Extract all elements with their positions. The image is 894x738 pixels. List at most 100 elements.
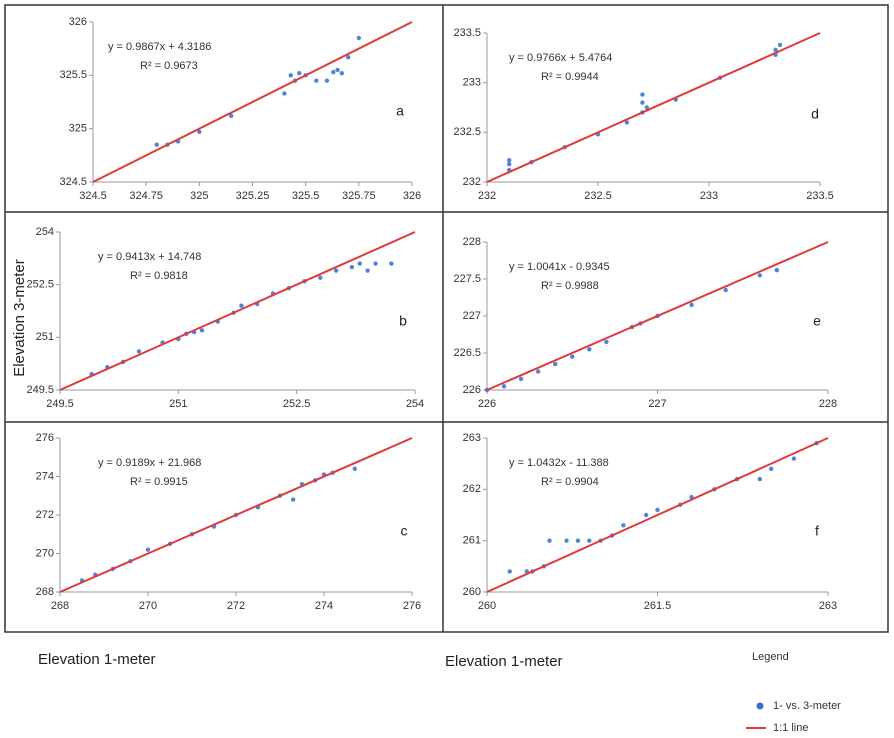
y-tick-label: 260 <box>463 586 481 598</box>
point <box>346 55 351 60</box>
point <box>518 376 524 382</box>
x-tick-label: 232.5 <box>584 190 612 202</box>
y-tick-label: 232.5 <box>453 126 481 138</box>
x-tick-label: 325.75 <box>342 190 376 202</box>
point <box>501 384 507 389</box>
point <box>587 347 592 352</box>
equation: y = 1.0041x - 0.9345 <box>509 261 610 273</box>
y-axis-label: Elevation 3-meter <box>11 259 28 377</box>
x-tick-label: 274 <box>315 600 333 612</box>
r-squared: R² = 0.9818 <box>130 270 188 282</box>
point <box>349 264 355 270</box>
point <box>507 157 512 163</box>
point <box>570 354 575 359</box>
one-to-one-line <box>59 231 416 391</box>
point <box>356 35 362 41</box>
point <box>154 142 159 147</box>
y-tick-label: 252.5 <box>26 279 54 291</box>
point <box>757 476 762 482</box>
y-tick-label: 272 <box>36 509 54 521</box>
panel-letter: e <box>813 313 821 329</box>
y-tick-label: 262 <box>463 483 481 495</box>
point <box>773 47 778 53</box>
one-to-one-line <box>486 32 821 183</box>
y-tick-label: 226 <box>463 384 481 396</box>
y-tick-label: 325 <box>69 123 87 135</box>
y-tick-label: 274 <box>36 470 54 482</box>
x-tick-label: 326 <box>403 190 421 202</box>
y-tick-label: 261 <box>463 535 481 547</box>
x-tick-label: 226 <box>478 398 496 410</box>
point <box>575 538 581 543</box>
y-tick-label: 324.5 <box>59 176 87 188</box>
point <box>389 261 394 266</box>
point <box>373 261 378 266</box>
x-tick-label: 268 <box>51 600 69 612</box>
one-to-one-line <box>486 437 829 593</box>
x-tick-label: 260 <box>478 600 496 612</box>
x-tick-label: 261.5 <box>644 600 672 612</box>
point <box>777 42 783 48</box>
y-tick-label: 325.5 <box>59 69 87 81</box>
y-tick-label: 276 <box>36 432 54 444</box>
legend-marker <box>756 702 764 710</box>
legend-label: 1- vs. 3-meter <box>773 700 841 712</box>
y-tick-label: 263 <box>463 432 481 444</box>
point <box>643 512 649 518</box>
y-tick-label: 268 <box>36 586 54 598</box>
y-tick-label: 226.5 <box>453 347 481 359</box>
point <box>339 71 345 76</box>
point <box>791 456 797 461</box>
y-tick-label: 232 <box>463 176 481 188</box>
x-axis-label: Elevation 1-meter <box>38 651 156 668</box>
panel-letter: c <box>401 523 408 539</box>
y-tick-label: 233.5 <box>453 27 481 39</box>
point <box>136 349 142 354</box>
equation: y = 0.9413x + 14.748 <box>98 251 201 263</box>
point <box>291 497 296 502</box>
legend-title: Legend <box>752 651 789 663</box>
equation: y = 0.9766x + 5.4764 <box>509 52 612 64</box>
point <box>768 466 774 471</box>
y-tick-label: 228 <box>463 236 481 248</box>
y-tick-label: 254 <box>36 226 54 238</box>
point <box>229 113 234 119</box>
x-tick-label: 325 <box>190 190 208 202</box>
point <box>197 129 202 135</box>
point <box>640 100 645 105</box>
y-tick-label: 251 <box>36 331 54 343</box>
point <box>282 91 287 96</box>
panel-letter: a <box>396 103 404 119</box>
one-to-one-line <box>59 437 413 593</box>
point <box>621 523 626 528</box>
y-tick-label: 233 <box>463 77 481 89</box>
point <box>564 538 569 543</box>
point <box>333 268 339 273</box>
y-tick-label: 249.5 <box>26 384 54 396</box>
x-tick-label: 254 <box>406 398 424 410</box>
r-squared: R² = 0.9915 <box>130 476 188 488</box>
point <box>507 161 512 167</box>
r-squared: R² = 0.9904 <box>541 476 599 488</box>
point <box>324 78 330 83</box>
y-tick-label: 227 <box>463 310 481 322</box>
point <box>547 538 552 543</box>
r-squared: R² = 0.9988 <box>541 280 599 292</box>
one-to-one-line <box>486 241 829 391</box>
legend-label: 1:1 line <box>773 722 808 734</box>
point <box>145 547 151 552</box>
equation: y = 0.9867x + 4.3186 <box>108 41 211 53</box>
point <box>655 507 660 513</box>
y-tick-label: 270 <box>36 547 54 559</box>
x-tick-label: 270 <box>139 600 157 612</box>
point <box>689 302 694 308</box>
point <box>239 303 244 308</box>
x-tick-label: 325.25 <box>236 190 270 202</box>
point <box>757 273 762 278</box>
point <box>314 78 319 83</box>
point <box>357 261 362 266</box>
x-tick-label: 252.5 <box>283 398 311 410</box>
r-squared: R² = 0.9673 <box>140 60 198 72</box>
point <box>331 69 336 75</box>
